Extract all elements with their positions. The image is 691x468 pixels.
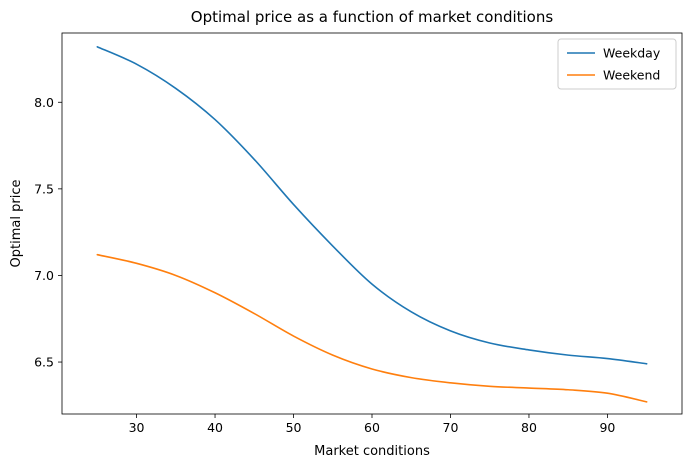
legend-entry-weekday: Weekday	[603, 46, 661, 61]
chart-title: Optimal price as a function of market co…	[191, 8, 554, 26]
legend-box	[557, 38, 677, 90]
x-tick-label: 60	[364, 420, 380, 435]
y-axis-label: Optimal price	[9, 180, 24, 268]
plot-area	[96, 46, 648, 403]
x-axis: 30 40 50 60 70 80 90	[129, 414, 615, 435]
x-tick-label: 70	[443, 420, 459, 435]
x-axis-label: Market conditions	[314, 444, 430, 459]
x-tick-label: 50	[286, 420, 302, 435]
y-tick-label: 6.5	[34, 355, 54, 370]
x-tick-label: 90	[599, 420, 615, 435]
series-line-weekday	[96, 46, 648, 365]
x-tick-label: 30	[129, 420, 145, 435]
series-line-weekend	[96, 253, 648, 403]
y-tick-label: 7.0	[34, 268, 54, 283]
y-tick-label: 8.0	[34, 95, 54, 110]
legend-entry-weekend: Weekend	[603, 68, 660, 83]
x-tick-label: 80	[521, 420, 537, 435]
y-axis: 6.5 7.0 7.5 8.0	[34, 95, 62, 370]
legend: Weekday Weekend	[557, 38, 677, 90]
x-tick-label: 40	[207, 420, 223, 435]
y-tick-label: 7.5	[34, 181, 54, 196]
